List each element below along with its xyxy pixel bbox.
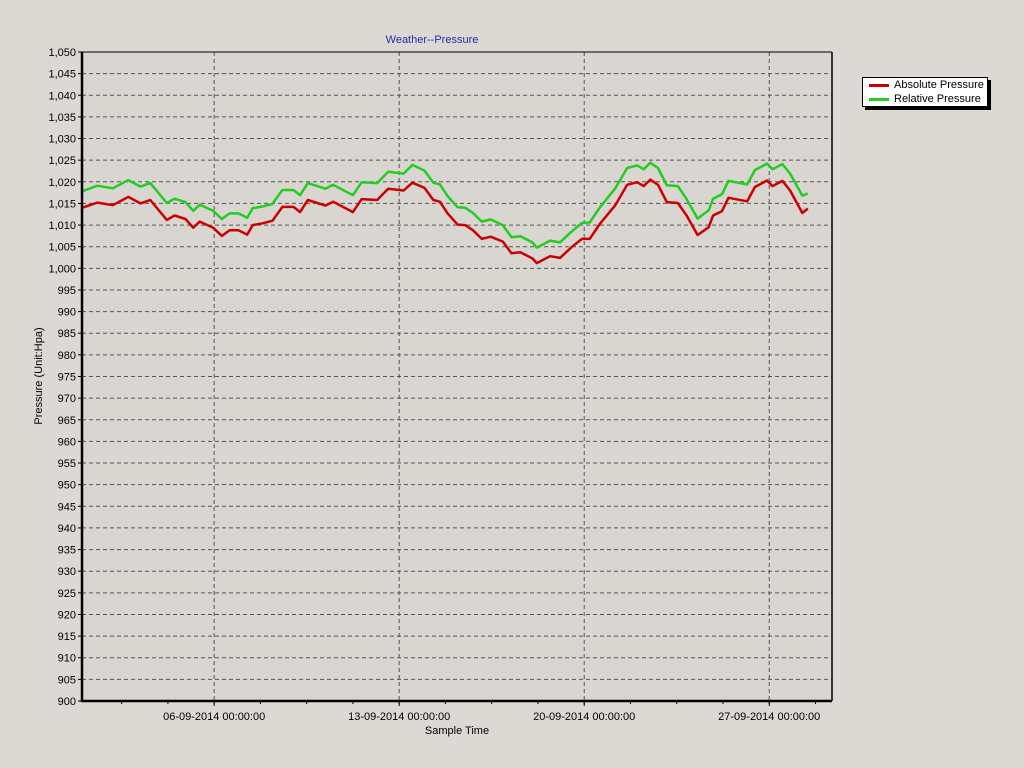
y-tick-label: 995	[58, 285, 76, 297]
legend: Absolute Pressure Relative Pressure	[862, 77, 988, 107]
y-tick-label: 1,015	[48, 198, 76, 210]
legend-label: Relative Pressure	[894, 93, 981, 105]
series-lines	[81, 161, 809, 265]
y-tick-label: 1,045	[48, 69, 76, 81]
y-tick-label: 1,010	[48, 220, 76, 232]
y-tick-label: 985	[58, 328, 76, 340]
y-tick-label: 965	[58, 415, 76, 427]
legend-swatch-green	[869, 97, 889, 101]
y-tick-label: 960	[58, 436, 76, 448]
y-tick-label: 1,025	[48, 155, 76, 167]
y-tick-label: 1,040	[48, 90, 76, 102]
y-tick-label: 980	[58, 350, 76, 362]
y-tick-label: 1,030	[48, 134, 76, 146]
y-axis-label: Pressure (Unit:Hpa)	[33, 327, 45, 424]
grid-lines	[82, 52, 832, 701]
y-tick-label: 925	[58, 588, 76, 600]
y-tick-label: 945	[58, 501, 76, 513]
x-tick-label: 13-09-2014 00:00:00	[348, 711, 450, 723]
y-tick-label: 1,050	[48, 47, 76, 59]
y-tick-label: 955	[58, 458, 76, 470]
y-tick-label: 935	[58, 545, 76, 557]
y-tick-label: 1,005	[48, 242, 76, 254]
y-tick-label: 930	[58, 566, 76, 578]
legend-swatch-red	[869, 83, 889, 87]
y-tick-label: 910	[58, 653, 76, 665]
y-tick-label: 990	[58, 307, 76, 319]
y-tick-label: 1,000	[48, 263, 76, 275]
y-tick-label: 970	[58, 393, 76, 405]
series-line-absolute-pressure	[81, 178, 809, 265]
axes: 900 905 910 915 920 925 930 935 940 945 950 955 960 9…	[48, 47, 833, 723]
legend-label: Absolute Pressure	[894, 79, 984, 91]
y-tick-label: 1,020	[48, 177, 76, 189]
y-tick-label: 940	[58, 523, 76, 535]
y-tick-label: 900	[58, 696, 76, 708]
x-axis-label: Sample Time	[425, 725, 489, 737]
y-tick-label: 915	[58, 631, 76, 643]
y-tick-label: 1,035	[48, 112, 76, 124]
series-line-relative-pressure	[81, 161, 809, 249]
chart-title: Weather--Pressure	[386, 34, 479, 46]
legend-item-relative-pressure: Relative Pressure	[863, 92, 987, 106]
x-tick-label: 27-09-2014 00:00:00	[718, 711, 820, 723]
x-tick-label: 20-09-2014 00:00:00	[533, 711, 635, 723]
legend-item-absolute-pressure: Absolute Pressure	[863, 78, 987, 92]
y-tick-label: 920	[58, 609, 76, 621]
y-tick-label: 950	[58, 480, 76, 492]
x-tick-label: 06-09-2014 00:00:00	[163, 711, 265, 723]
y-tick-label: 905	[58, 674, 76, 686]
y-tick-label: 975	[58, 372, 76, 384]
